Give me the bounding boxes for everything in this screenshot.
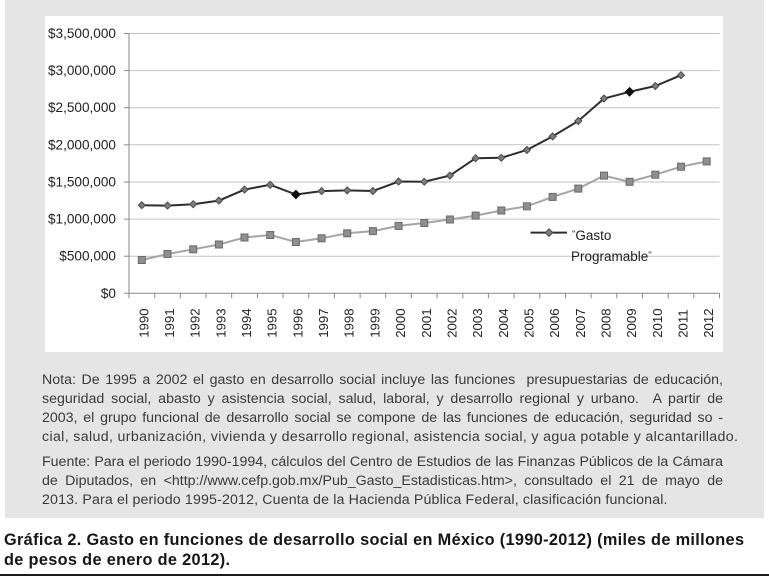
svg-text:$1,500,000: $1,500,000 [48,175,116,190]
svg-text:"Gasto: "Gasto [572,228,611,243]
svg-text:1990: 1990 [136,308,151,337]
svg-text:2005: 2005 [521,308,536,337]
svg-text:2011: 2011 [676,309,691,337]
svg-text:$500,000: $500,000 [59,249,116,264]
svg-text:1997: 1997 [316,308,331,337]
svg-text:1993: 1993 [213,308,228,337]
svg-text:1991: 1991 [162,308,177,337]
svg-text:Programable": Programable" [571,249,652,264]
svg-text:1998: 1998 [342,308,357,337]
svg-text:2008: 2008 [599,308,614,337]
svg-text:$0: $0 [101,286,117,301]
svg-text:2003: 2003 [470,308,485,337]
svg-text:1995: 1995 [265,308,280,337]
svg-text:2007: 2007 [573,308,588,337]
svg-text:$2,500,000: $2,500,000 [48,100,116,115]
svg-text:2006: 2006 [547,308,562,337]
svg-text:2001: 2001 [419,308,434,337]
svg-text:2009: 2009 [624,308,639,337]
svg-text:$2,000,000: $2,000,000 [48,137,116,152]
svg-text:$1,000,000: $1,000,000 [48,212,116,227]
svg-text:1996: 1996 [290,308,305,337]
svg-text:2002: 2002 [444,308,459,337]
svg-text:2000: 2000 [393,308,408,337]
svg-text:2010: 2010 [650,308,665,337]
svg-text:$3,500,000: $3,500,000 [48,26,116,41]
svg-text:1992: 1992 [188,308,203,337]
svg-text:1999: 1999 [367,308,382,337]
svg-text:$3,000,000: $3,000,000 [48,63,116,78]
svg-text:2012: 2012 [701,308,716,337]
svg-text:1994: 1994 [239,308,254,337]
svg-text:2004: 2004 [496,308,511,337]
